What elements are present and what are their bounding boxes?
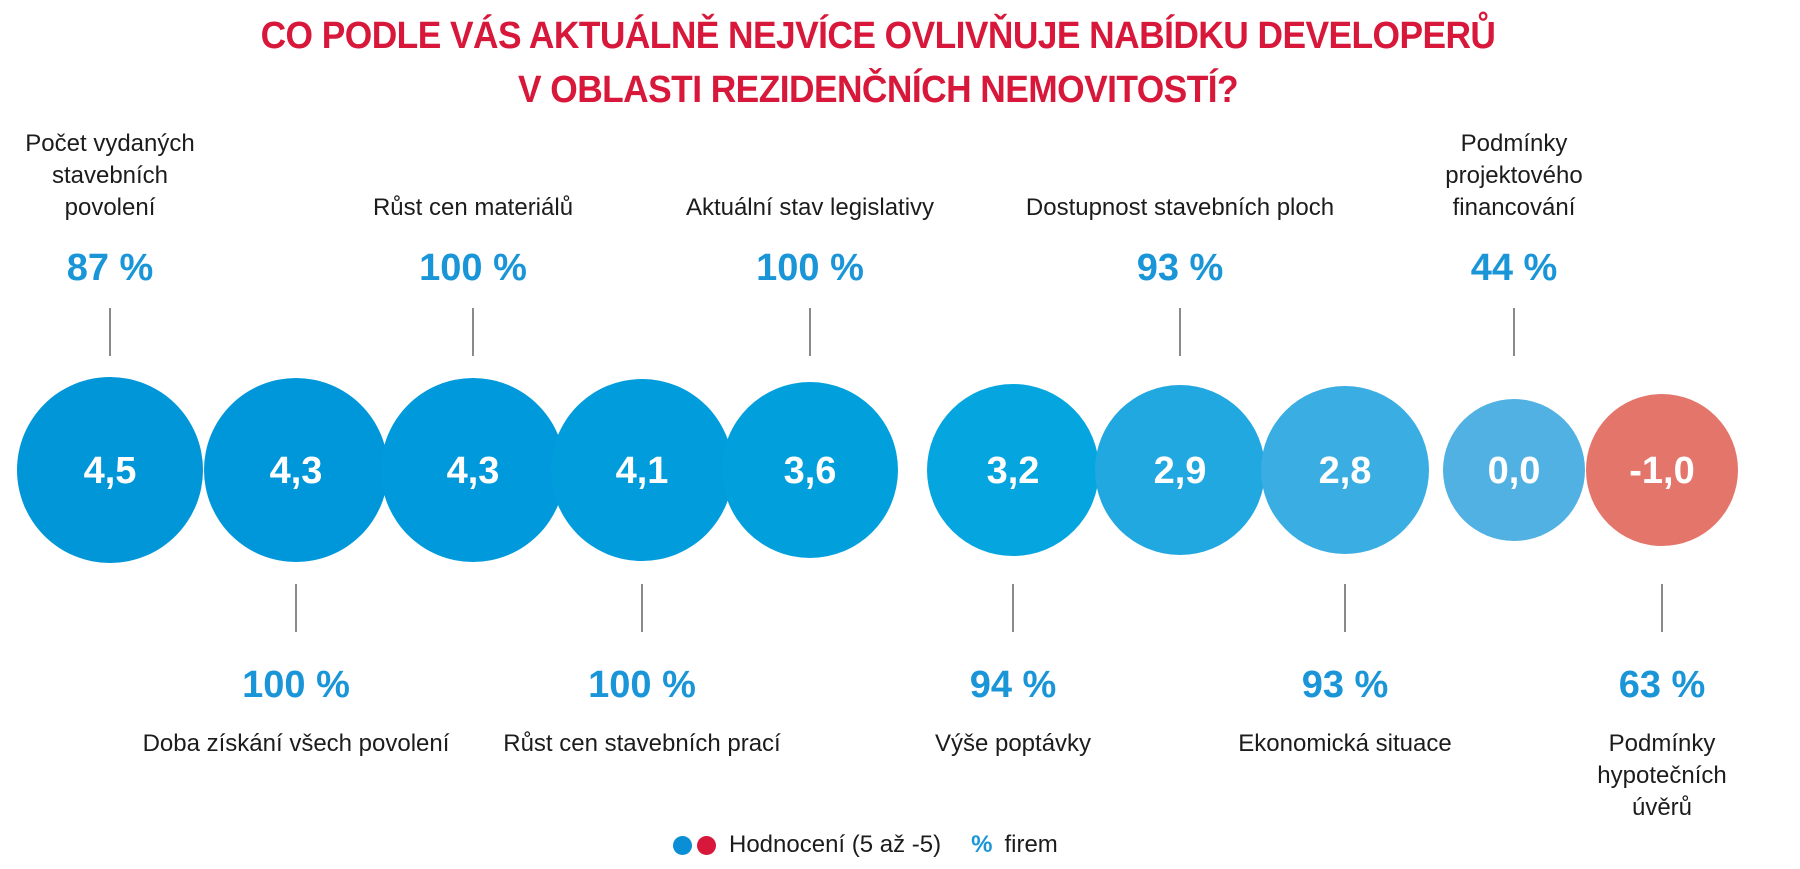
rating-value: 4,1 xyxy=(616,450,669,492)
legend: Hodnocení (5 až -5) % firem xyxy=(673,830,1058,860)
factor-label: Podmínky xyxy=(1609,730,1716,757)
rating-value: 3,2 xyxy=(987,450,1040,492)
factor-label: Podmínky xyxy=(1461,130,1568,157)
percent-value: 93 % xyxy=(1302,664,1389,706)
factor-label: Doba získání všech povolení xyxy=(143,730,450,757)
bubble-item: 3,2 94 % Výše poptávky xyxy=(927,384,1099,757)
bubble-item: 4,1 100 % Růst cen stavebních prací xyxy=(503,379,781,757)
factor-label: Růst cen stavebních prací xyxy=(503,730,781,757)
rating-value: -1,0 xyxy=(1629,450,1694,492)
bubble-item: 4,3 100 % Doba získání všech povolení xyxy=(143,378,450,757)
legend-rating-label: Hodnocení (5 až -5) xyxy=(729,831,942,858)
percent-value: 94 % xyxy=(970,664,1057,706)
rating-value: 2,9 xyxy=(1154,450,1207,492)
bubble-item: 4,5 87 % Počet vydaných stavebních povolení xyxy=(17,130,203,563)
rating-bubble xyxy=(551,379,733,561)
rating-bubble xyxy=(17,377,203,563)
factor-label: projektového xyxy=(1445,162,1582,189)
percent-value: 100 % xyxy=(419,247,527,289)
bubble-item: 0,0 44 % Podmínky projektového financování xyxy=(1443,130,1585,541)
rating-bubble xyxy=(1261,386,1429,554)
legend-percent-label: firem xyxy=(1004,831,1058,858)
bubble-item: 2,9 93 % Dostupnost stavebních ploch xyxy=(1026,194,1334,555)
factor-label: Počet vydaných xyxy=(25,130,194,157)
rating-bubble xyxy=(722,382,898,558)
rating-value: 4,3 xyxy=(447,450,500,492)
percent-value: 93 % xyxy=(1137,247,1224,289)
rating-value: 4,3 xyxy=(270,450,323,492)
factor-label: povolení xyxy=(65,194,156,221)
percent-value: 100 % xyxy=(756,247,864,289)
legend-red-dot-icon xyxy=(697,835,716,855)
bubble-item: 4,3 100 % Růst cen materiálů xyxy=(373,194,573,562)
factor-label: financování xyxy=(1453,194,1576,221)
rating-bubble xyxy=(1586,394,1738,546)
rating-bubble xyxy=(927,384,1099,556)
legend-percent-symbol: % xyxy=(971,831,993,858)
rating-bubble xyxy=(204,378,388,562)
rating-value: 3,6 xyxy=(784,450,837,492)
factor-label: Ekonomická situace xyxy=(1238,730,1451,757)
legend-blue-dot-icon xyxy=(673,835,692,855)
percent-value: 63 % xyxy=(1619,664,1706,706)
factor-label: hypotečních xyxy=(1597,762,1726,789)
chart-title-line-1: CO PODLE VÁS AKTUÁLNĚ NEJVÍCE OVLIVŇUJE … xyxy=(260,15,1496,57)
bubble-item: 3,6 100 % Aktuální stav legislativy xyxy=(686,194,934,558)
rating-value: 4,5 xyxy=(84,450,137,492)
bubble-item: -1,0 63 % Podmínky hypotečních úvěrů xyxy=(1586,394,1738,821)
percent-value: 100 % xyxy=(242,664,350,706)
rating-value: 0,0 xyxy=(1488,450,1541,492)
factor-label: Aktuální stav legislativy xyxy=(686,194,934,221)
rating-value: 2,8 xyxy=(1319,450,1372,492)
rating-bubble xyxy=(381,378,565,562)
percent-value: 44 % xyxy=(1471,247,1558,289)
factor-label: Růst cen materiálů xyxy=(373,194,573,221)
rating-bubble xyxy=(1443,399,1585,541)
factor-label: Dostupnost stavebních ploch xyxy=(1026,194,1334,221)
percent-value: 100 % xyxy=(588,664,696,706)
factor-label: úvěrů xyxy=(1632,794,1692,821)
rating-bubble xyxy=(1095,385,1265,555)
factor-label: Výše poptávky xyxy=(935,730,1091,757)
bubble-item: 2,8 93 % Ekonomická situace xyxy=(1238,386,1452,757)
factor-label: stavebních xyxy=(52,162,168,189)
chart-title-line-2: V OBLASTI REZIDENČNÍCH NEMOVITOSTÍ? xyxy=(517,69,1239,111)
percent-value: 87 % xyxy=(67,247,154,289)
